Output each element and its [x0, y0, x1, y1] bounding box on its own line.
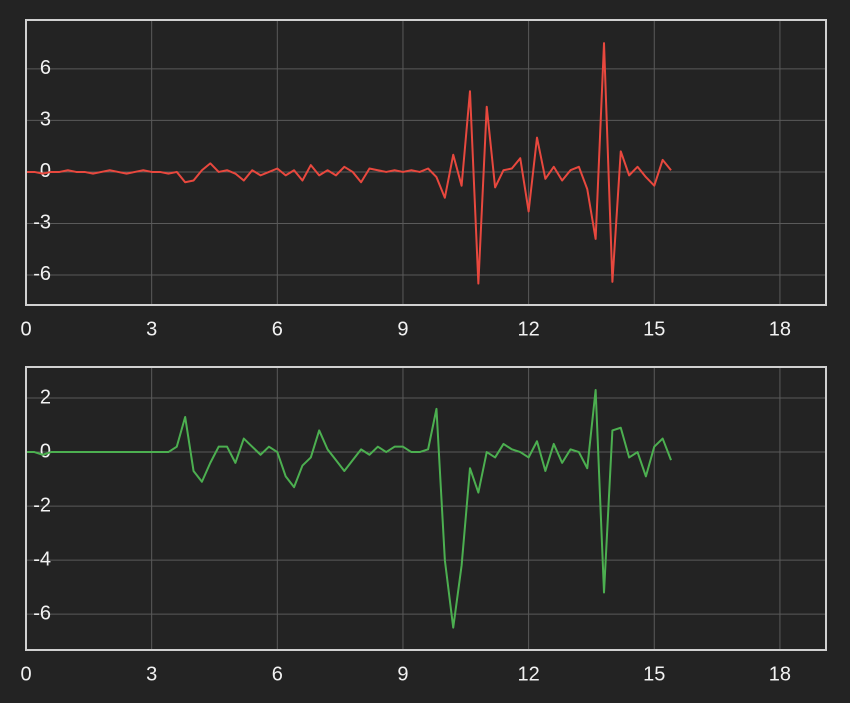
x-tick-label: 3	[146, 663, 157, 685]
plot-frame	[25, 19, 827, 306]
y-tick-label: 2	[40, 386, 51, 408]
y-tick-label: 0	[40, 440, 51, 462]
y-tick-label: -4	[33, 548, 51, 570]
x-tick-label: 15	[643, 663, 665, 685]
y-tick-label: -3	[33, 212, 51, 234]
x-tick-label: 6	[272, 663, 283, 685]
x-tick-label: 3	[146, 318, 157, 340]
data-line	[26, 42, 672, 285]
x-tick-label: 9	[397, 663, 408, 685]
y-tick-label: 6	[40, 57, 51, 79]
x-tick-label: 9	[397, 318, 408, 340]
y-tick-label: -2	[33, 494, 51, 516]
y-tick-label: 0	[40, 160, 51, 182]
y-tick-label: -6	[33, 263, 51, 285]
plot-frame	[25, 366, 827, 651]
x-tick-label: 18	[769, 663, 791, 685]
x-tick-label: 0	[20, 318, 31, 340]
y-tick-label: -6	[33, 602, 51, 624]
x-tick-label: 12	[517, 318, 539, 340]
x-tick-label: 18	[769, 318, 791, 340]
x-tick-label: 0	[20, 663, 31, 685]
y-tick-label: 3	[40, 109, 51, 131]
x-tick-label: 15	[643, 318, 665, 340]
x-tick-label: 6	[272, 318, 283, 340]
data-line	[26, 388, 672, 629]
x-tick-label: 12	[517, 663, 539, 685]
